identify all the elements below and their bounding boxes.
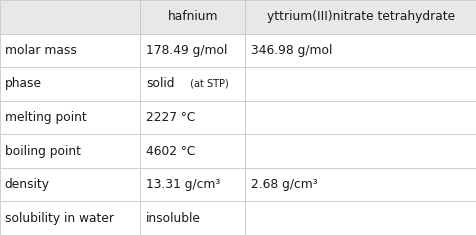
- Text: (at STP): (at STP): [187, 79, 228, 89]
- Bar: [0, 34, 140, 67]
- Text: melting point: melting point: [5, 111, 87, 124]
- Bar: [140, 0, 245, 34]
- Bar: [140, 134, 245, 168]
- Bar: [0, 168, 140, 201]
- Text: phase: phase: [5, 77, 42, 90]
- Bar: [140, 101, 245, 134]
- Text: 2227 °C: 2227 °C: [146, 111, 196, 124]
- Text: 346.98 g/mol: 346.98 g/mol: [251, 44, 332, 57]
- Text: molar mass: molar mass: [5, 44, 77, 57]
- Text: solubility in water: solubility in water: [5, 212, 114, 225]
- Bar: [245, 101, 476, 134]
- Bar: [245, 134, 476, 168]
- Bar: [245, 34, 476, 67]
- Bar: [245, 67, 476, 101]
- Text: insoluble: insoluble: [146, 212, 201, 225]
- Text: yttrium(III)nitrate tetrahydrate: yttrium(III)nitrate tetrahydrate: [267, 10, 455, 23]
- Bar: [0, 67, 140, 101]
- Bar: [140, 201, 245, 235]
- Text: hafnium: hafnium: [168, 10, 218, 23]
- Bar: [0, 101, 140, 134]
- Bar: [140, 34, 245, 67]
- Text: 178.49 g/mol: 178.49 g/mol: [146, 44, 228, 57]
- Bar: [245, 201, 476, 235]
- Bar: [140, 67, 245, 101]
- Text: solid: solid: [146, 77, 175, 90]
- Text: 2.68 g/cm³: 2.68 g/cm³: [251, 178, 317, 191]
- Bar: [0, 134, 140, 168]
- Text: density: density: [5, 178, 50, 191]
- Bar: [245, 0, 476, 34]
- Bar: [0, 0, 140, 34]
- Bar: [245, 168, 476, 201]
- Text: boiling point: boiling point: [5, 145, 81, 158]
- Text: 13.31 g/cm³: 13.31 g/cm³: [146, 178, 220, 191]
- Bar: [140, 168, 245, 201]
- Bar: [0, 201, 140, 235]
- Text: 4602 °C: 4602 °C: [146, 145, 196, 158]
